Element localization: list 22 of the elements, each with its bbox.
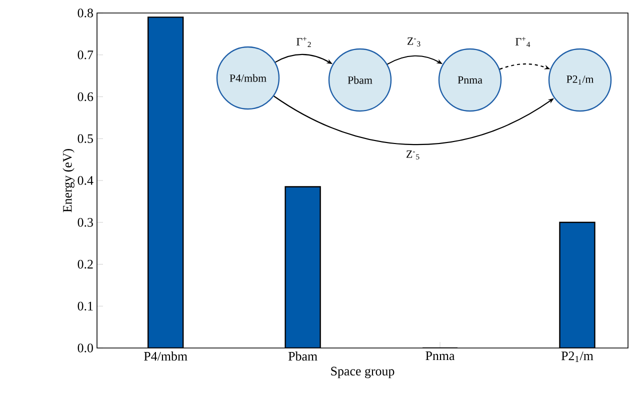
y-tick-label: 0.2: [78, 260, 93, 269]
y-tick-label: 0.6: [78, 92, 94, 102]
bar: [284, 186, 321, 348]
x-tick-label: P2$_{1}$/m: [561, 352, 594, 362]
annotation: P4/mbm: [230, 74, 266, 82]
y-tick-label: 0.4: [78, 176, 94, 185]
y-axis-title: Energy (eV): [62, 149, 74, 212]
x-tick-label: Pbam: [288, 352, 318, 361]
y-tick-label: 0.3: [78, 218, 93, 227]
annotation: Pnma: [458, 76, 482, 84]
annotation: P2$_{1}$/m: [566, 76, 594, 84]
x-axis-title: Space group: [331, 366, 394, 378]
bar: [148, 16, 184, 348]
x-tick-label: Pnma: [426, 352, 455, 360]
annotation: Pbam: [348, 76, 372, 84]
y-tick-label: 0.8: [78, 8, 93, 18]
y-tick-label: 0.7: [78, 50, 94, 60]
y-tick-label: 0.1: [78, 302, 93, 311]
y-tick-label: 0.5: [78, 134, 93, 144]
x-tick-label: P4/mbm: [144, 352, 188, 361]
bar: [559, 222, 596, 348]
y-tick-label: 0.0: [78, 344, 93, 352]
